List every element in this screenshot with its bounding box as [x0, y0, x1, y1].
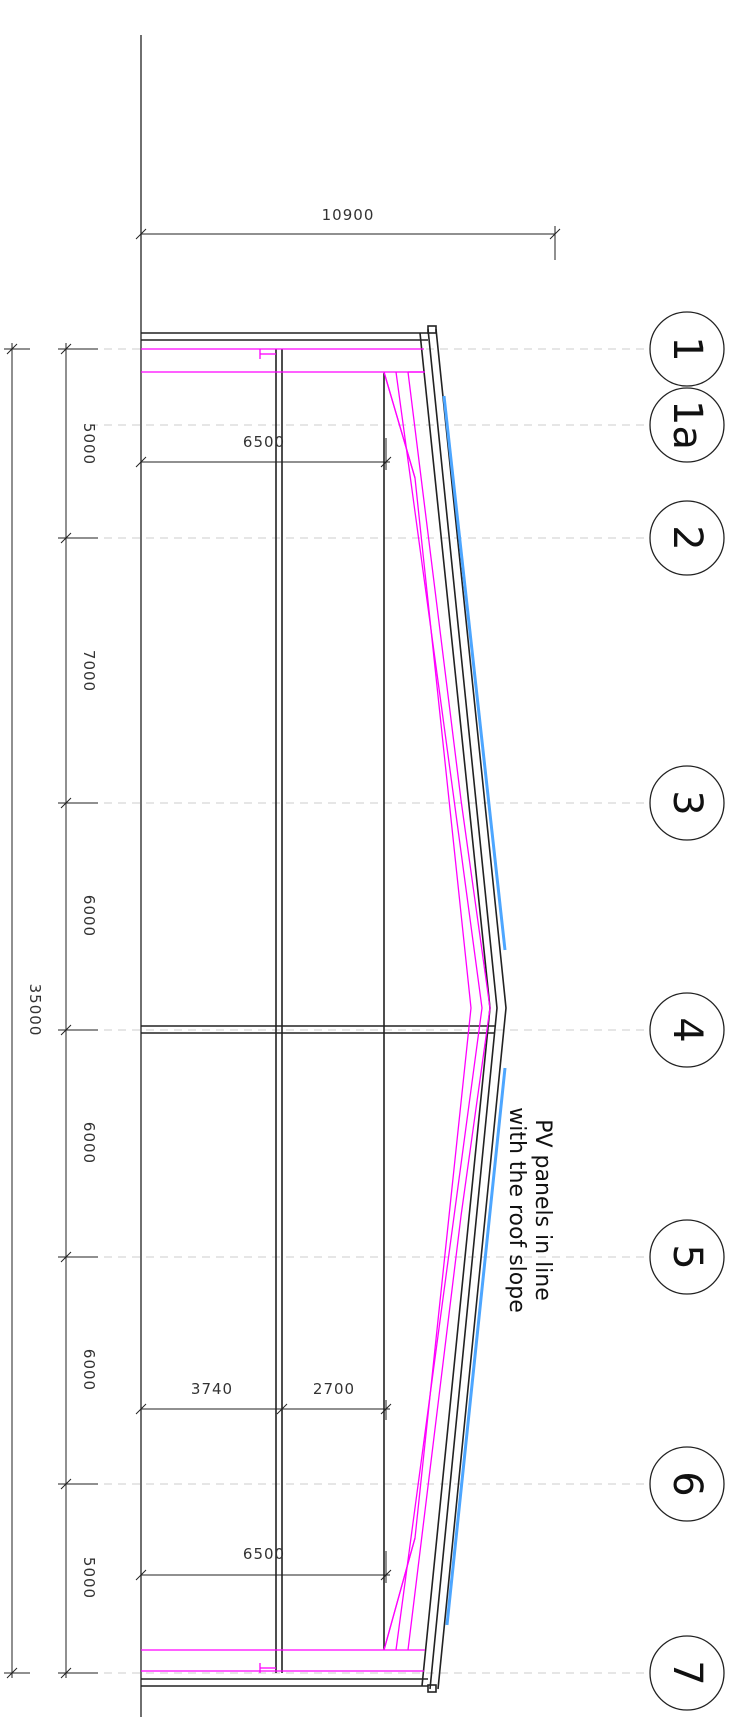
bay-label-3-4: 6000 [80, 895, 98, 937]
pv-note-line1: PV panels in line [530, 1119, 555, 1301]
grid-lines [90, 348, 650, 1674]
inner-dimension-left-label: 3740 [191, 1380, 233, 1398]
grid-label-5: 5 [664, 1244, 710, 1269]
grid-bubble-7 [649, 1635, 725, 1711]
grid-label-6: 6 [664, 1471, 710, 1496]
bay-dimension-chain [58, 343, 98, 1679]
building-outline [141, 325, 507, 1693]
inner-dimension-bottom-label: 6500 [243, 1545, 285, 1563]
inner-dimension-split [135, 1400, 392, 1420]
grid-label-7: 7 [664, 1660, 710, 1685]
bay-label-6-7: 5000 [80, 1557, 98, 1599]
bay-label-5-6: 6000 [80, 1349, 98, 1391]
grid-bubble-1a [649, 387, 725, 463]
grid-bubble-1 [649, 311, 725, 387]
width-dimension-label: 10900 [322, 206, 375, 224]
steel-frame [141, 348, 491, 1673]
grid-label-3: 3 [664, 790, 710, 815]
grid-bubble-4 [649, 992, 725, 1068]
width-dimension [135, 226, 561, 260]
inner-dimension-bottom [135, 1551, 392, 1583]
grid-label-2: 2 [664, 525, 710, 550]
inner-dimension-top-label: 6500 [243, 433, 285, 451]
bay-label-1-2: 5000 [80, 423, 98, 465]
grid-bubble-5 [649, 1219, 725, 1295]
pv-note: PV panels in line with the roof slope [504, 1107, 555, 1313]
grid-bubbles [649, 311, 725, 1711]
length-dimension-label: 35000 [26, 984, 44, 1037]
grid-bubble-labels: 1 1a 2 3 4 5 6 7 [664, 336, 710, 1685]
pv-note-line2: with the roof slope [504, 1107, 529, 1313]
length-dimension [4, 343, 30, 1679]
grid-bubble-2 [649, 500, 725, 576]
grid-label-4: 4 [664, 1017, 710, 1042]
grid-label-1: 1 [664, 336, 710, 361]
inner-dimension-right-label: 2700 [313, 1380, 355, 1398]
grid-label-1a: 1a [664, 400, 710, 450]
inner-dimension-top [135, 438, 392, 470]
bay-label-2-3: 7000 [80, 650, 98, 692]
bay-label-4-5: 6000 [80, 1122, 98, 1164]
grid-bubble-6 [649, 1446, 725, 1522]
pv-panels [442, 395, 507, 1626]
grid-bubble-3 [649, 765, 725, 841]
